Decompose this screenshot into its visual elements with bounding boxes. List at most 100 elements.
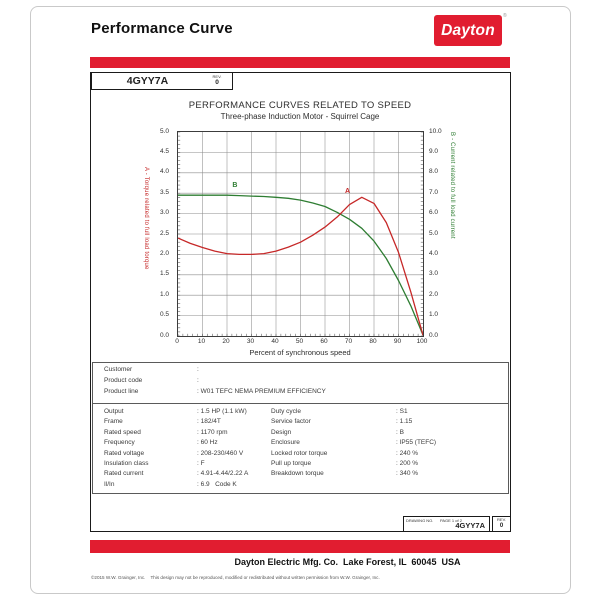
spec-value: : 208-230/460 V — [197, 449, 244, 457]
spec-value: : 1.5 HP (1.1 kW) — [197, 408, 247, 415]
tick-label: 80 — [369, 338, 377, 345]
tick-label: 40 — [271, 338, 279, 345]
spec-value: : 4.91-4.44/2.22 A — [197, 470, 249, 478]
revision-label: REV. — [212, 74, 222, 80]
spec-row: Output : 1.5 HP (1.1 kW) Duty cycle : S1 — [93, 408, 508, 418]
spec-label: Rated speed — [104, 428, 141, 436]
drawing-no-value: 4GYY7A — [455, 521, 485, 530]
tick-label: 2.0 — [429, 290, 439, 298]
spec-value: : 6.9 Code K — [197, 480, 237, 488]
spec-label: Locked rotor torque — [271, 449, 328, 457]
copyright-line: ©2015 W.W. Grainger, Inc. This design ma… — [91, 575, 380, 580]
spec-label: Pull up torque — [271, 459, 312, 467]
info-row: Product line : W01 TEFC NEMA PREMIUM EFFI… — [93, 388, 508, 399]
spec-label: Duty cycle — [271, 408, 301, 415]
spec-label: Enclosure — [271, 439, 300, 447]
drawing-number-box: DRAWING NO. PAGE 1 of 2 4GYY7A — [403, 516, 490, 532]
tick-label: 0.5 — [159, 311, 169, 319]
spec-label: Output — [104, 408, 124, 415]
info-value: : — [197, 377, 199, 384]
page-number-label: PAGE 1 of 2 — [440, 518, 462, 523]
chart-subtitle: Three-phase Induction Motor - Squirrel C… — [220, 112, 380, 121]
performance-curves-svg — [178, 132, 423, 336]
footer-divider-bar — [90, 540, 510, 553]
page-title: Performance Curve — [91, 20, 233, 37]
spec-value: : S1 — [396, 408, 408, 415]
spec-label: Design — [271, 428, 292, 436]
spec-value: : 1170 rpm — [197, 428, 228, 436]
info-label: Customer — [104, 366, 133, 373]
x-axis-ticks: 0 10 20 30 40 50 60 70 80 90 100 — [175, 338, 427, 346]
tick-label: 4.0 — [429, 249, 439, 257]
header-divider-bar — [90, 57, 510, 68]
spec-label: Il/In — [104, 480, 115, 488]
tick-label: 30 — [246, 338, 255, 345]
tick-label: 100 — [416, 338, 428, 345]
tick-label: 6.0 — [429, 209, 439, 217]
tick-label: 0 — [175, 338, 179, 345]
tick-label: 5.0 — [429, 229, 439, 237]
x-axis-title: Percent of synchronous speed — [249, 348, 351, 357]
spec-row: Insulation class: F Pull up torque: 200 % — [93, 460, 508, 470]
spec-label: Breakdown torque — [271, 470, 324, 478]
tick-label: 3.0 — [159, 209, 169, 217]
spec-label: Frame — [104, 418, 123, 426]
left-axis-ticks: 0.0 0.5 1.0 1.5 2.0 2.5 3.0 3.5 4.0 4.5 5.0 — [146, 127, 172, 339]
drawing-revision-box: REV. 0 — [492, 516, 511, 532]
spec-value: : IP55 (TEFC) — [396, 439, 437, 447]
spec-label: Rated voltage — [104, 449, 145, 457]
dayton-logo: Dayton — [434, 15, 502, 46]
spec-value: : 182/4T — [197, 418, 221, 426]
motor-specs-box: Output : 1.5 HP (1.1 kW) Duty cycle : S1 Fra… — [92, 403, 509, 494]
info-label: Product line — [104, 388, 139, 395]
spec-row: Rated current : 4.91-4.44/2.22 A Breakdown… — [93, 470, 508, 480]
info-value: : W01 TEFC NEMA PREMIUM EFFICIENCY — [197, 388, 326, 395]
spec-row: Frequency: 60 Hz Enclosure: IP55 (TEFC) — [93, 439, 508, 449]
tick-label: 10.0 — [429, 127, 442, 135]
drawing-rev-label: REV. — [497, 517, 506, 522]
revision-box: REV. 0 — [202, 72, 233, 90]
tick-label: 50 — [295, 338, 304, 345]
spec-label: Service factor — [271, 418, 311, 426]
page-border — [30, 6, 571, 594]
curve-label-B: B — [232, 182, 238, 190]
spec-value: : 1.15 — [396, 418, 413, 426]
info-row: Product code: — [93, 377, 508, 388]
tick-label: 1.0 — [429, 311, 439, 319]
tick-label: 1.0 — [159, 290, 169, 298]
curve-B — [178, 194, 423, 336]
tick-label: 2.5 — [159, 229, 169, 237]
revision-value: 0 — [215, 79, 219, 87]
info-row: Customer: — [93, 366, 508, 377]
tick-label: 8.0 — [429, 168, 439, 176]
spec-value: : 240 % — [396, 449, 419, 457]
spec-value: : B — [396, 428, 404, 436]
registered-trademark-icon: ® — [503, 13, 507, 19]
spec-label: Frequency — [104, 439, 135, 447]
left-axis-title: A - Torque related to full load torque — [143, 167, 149, 270]
tick-label: 0.0 — [429, 331, 439, 339]
right-axis-ticks: 0.0 1.0 2.0 3.0 4.0 5.0 6.0 7.0 8.0 9.0 10.0 — [427, 127, 455, 339]
right-axis-title: B - Current related to full load current — [449, 132, 455, 239]
model-number-box: 4GYY7A — [91, 72, 204, 90]
spec-row: Frame : 182/4T Service factor : 1.15 — [93, 418, 508, 428]
spec-value: : 200 % — [396, 459, 419, 467]
spec-row: Rated speed : 1170 rpm Design : B — [93, 429, 508, 439]
spec-label: Rated current — [104, 470, 144, 478]
tick-label: 60 — [320, 338, 328, 345]
tick-label: 3.0 — [429, 270, 439, 278]
spec-label: Insulation class — [104, 459, 149, 467]
tick-label: 4.0 — [159, 168, 169, 176]
tick-label: 9.0 — [429, 147, 439, 155]
info-label: Product code — [104, 377, 143, 384]
tick-label: 1.5 — [159, 270, 169, 278]
tick-label: 0.0 — [159, 331, 169, 339]
tick-label: 20 — [222, 338, 230, 345]
tick-label: 3.5 — [159, 188, 169, 196]
tick-label: 5.0 — [159, 127, 169, 135]
info-value: : — [197, 366, 199, 373]
tick-label: 90 — [393, 338, 402, 345]
tick-label: 7.0 — [429, 188, 439, 196]
